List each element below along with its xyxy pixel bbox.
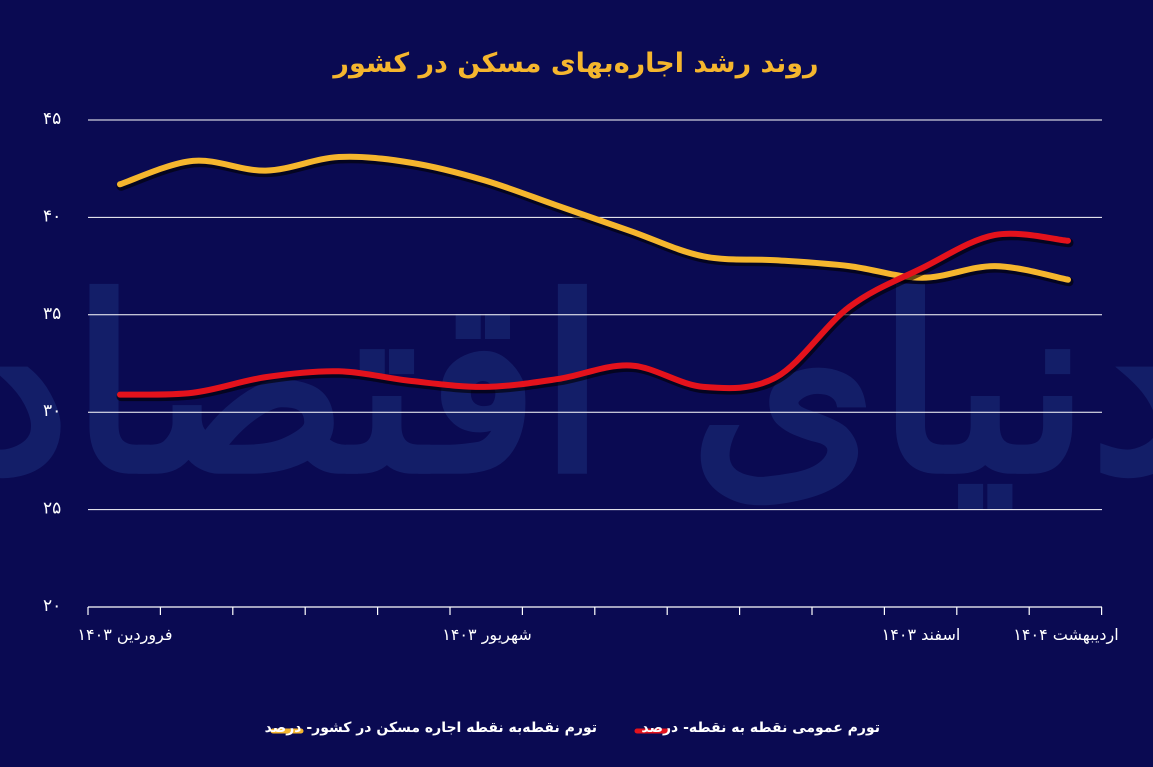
chart-title: روند رشد اجاره‌بهای مسکن در کشور <box>331 48 818 79</box>
data-point <box>265 170 267 172</box>
data-point <box>702 386 704 388</box>
x-tick-label: شهریور ۱۴۰۳ <box>442 625 532 645</box>
legend-label: تورم نقطه‌به نقطه اجاره مسکن در کشور- در… <box>265 720 597 736</box>
y-tick-label: ۲۵ <box>43 499 61 519</box>
y-tick-label: ۴۵ <box>43 109 61 129</box>
data-point <box>557 378 559 380</box>
data-point <box>192 392 194 394</box>
data-point <box>192 160 194 162</box>
data-point <box>119 183 121 185</box>
data-point <box>338 370 340 372</box>
data-point <box>848 306 850 308</box>
data-point <box>994 234 996 236</box>
series-lines <box>116 153 1074 402</box>
data-point <box>921 267 923 269</box>
data-point <box>119 394 121 396</box>
data-point <box>629 230 631 232</box>
watermark: دنیای اقتصاد <box>0 245 1153 527</box>
data-point <box>921 277 923 279</box>
y-tick-label: ۳۰ <box>43 401 61 421</box>
x-tick-label: اسفند ۱۴۰۳ <box>882 625 961 644</box>
data-point <box>484 386 486 388</box>
x-tick-label: اردیبهشت ۱۴۰۴ <box>1013 625 1118 645</box>
data-point <box>557 205 559 207</box>
series-general-inflation-line <box>117 230 1071 398</box>
y-tick-label: ۲۰ <box>43 596 61 616</box>
data-point <box>629 364 631 366</box>
data-point <box>1067 279 1069 281</box>
x-axis: فروردین ۱۴۰۳ شهریور ۱۴۰۳ اسفند ۱۴۰۳ اردیبهش… <box>77 606 1119 645</box>
legend: تورم نقطه‌به نقطه اجاره مسکن در کشور- در… <box>265 720 880 736</box>
data-point <box>411 162 413 164</box>
data-point <box>484 179 486 181</box>
data-point <box>265 376 267 378</box>
y-axis-ticks: ۲۰ ۲۵ ۳۰ ۳۵ ۴۰ ۴۵ <box>43 109 61 616</box>
data-point <box>411 380 413 382</box>
data-point <box>702 255 704 257</box>
data-point <box>1067 240 1069 242</box>
data-point <box>848 265 850 267</box>
grid-lines <box>88 119 1102 511</box>
x-tick-label: فروردین ۱۴۰۳ <box>77 625 172 645</box>
y-tick-label: ۳۵ <box>43 304 61 324</box>
data-point <box>775 376 777 378</box>
data-point <box>994 265 996 267</box>
data-point <box>775 259 777 261</box>
legend-label: تورم عمومی نقطه به نقطه- درصد <box>641 720 880 736</box>
data-point <box>338 156 340 158</box>
y-tick-label: ۴۰ <box>43 206 61 226</box>
